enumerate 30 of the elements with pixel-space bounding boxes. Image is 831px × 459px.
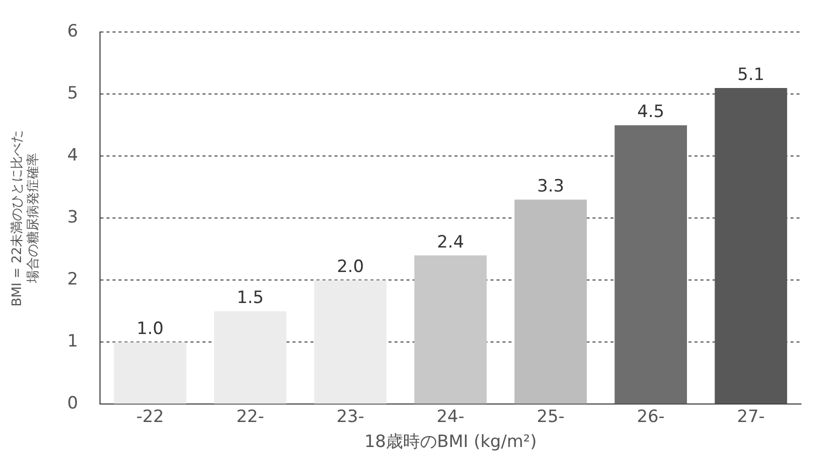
data-label: 5.1 bbox=[737, 64, 764, 85]
x-tick-label: 22- bbox=[236, 406, 264, 427]
bar bbox=[114, 342, 186, 404]
y-tick-label: 3 bbox=[67, 208, 78, 228]
y-axis-title: BMI = 22未満のひとに比べた場合の糖尿病発症確率 bbox=[10, 130, 41, 307]
bar bbox=[314, 280, 387, 404]
bar bbox=[614, 125, 687, 404]
x-tick-label: 24- bbox=[436, 406, 464, 427]
bar bbox=[714, 88, 788, 404]
data-label: 1.0 bbox=[136, 319, 164, 340]
x-axis-title: 18歳時のBMI (kg/m²) bbox=[364, 432, 537, 452]
data-label: 3.3 bbox=[537, 176, 564, 197]
y-tick-label: 2 bbox=[67, 270, 78, 290]
y-tick-label: 0 bbox=[67, 394, 78, 414]
y-tick-label: 5 bbox=[67, 84, 78, 104]
bar bbox=[514, 200, 587, 404]
y-tick-label: 6 bbox=[67, 22, 78, 42]
bar bbox=[414, 255, 487, 404]
y-tick-label: 1 bbox=[67, 332, 78, 352]
x-tick-label: 23- bbox=[336, 406, 364, 427]
x-tick-label: 26- bbox=[636, 406, 665, 427]
bar bbox=[214, 311, 286, 404]
y-tick-label: 4 bbox=[67, 146, 78, 166]
data-label: 1.5 bbox=[236, 288, 264, 308]
x-tick-label: -22 bbox=[136, 406, 164, 427]
data-label: 4.5 bbox=[637, 102, 664, 122]
x-tick-label: 25- bbox=[536, 406, 565, 427]
data-label: 2.0 bbox=[336, 257, 364, 278]
data-label: 2.4 bbox=[436, 232, 464, 252]
x-tick-label: 27- bbox=[737, 406, 765, 427]
